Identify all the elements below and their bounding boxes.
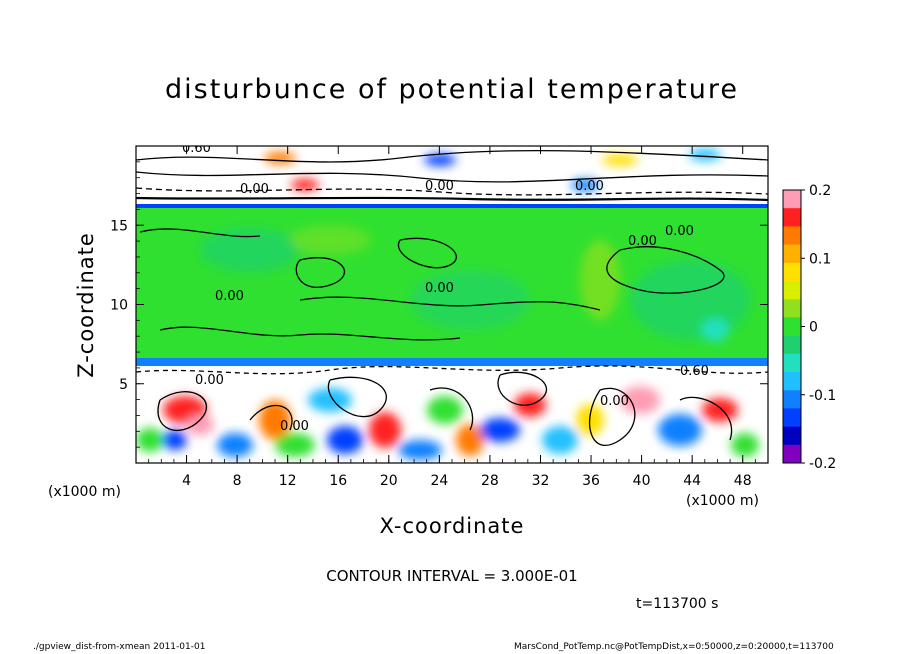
x-tick-label: 36 (582, 473, 600, 489)
x-unit-label-right: (x1000 m) (686, 493, 759, 509)
x-tick-label: 28 (481, 473, 499, 489)
colorbar-tick-label: 0 (809, 320, 818, 336)
contour-label: 0.00 (425, 179, 454, 194)
x-tick-label: 40 (633, 473, 651, 489)
colorbar-swatch (783, 408, 801, 428)
x-tick-label: 32 (532, 473, 550, 489)
colorbar-swatch (783, 353, 801, 373)
colorbar-tick-label: -0.1 (809, 388, 836, 404)
colorbar-swatch (783, 208, 801, 227)
x-ticks: 4 8 12 16 20 24 28 32 36 40 44 48 (148, 146, 756, 489)
contour-lines (136, 149, 768, 447)
x-tick-label: 24 (430, 473, 448, 489)
contour-label: 0.00 (575, 179, 604, 194)
contour-label: 0.60 (182, 141, 211, 156)
x-tick-label: 12 (279, 473, 297, 489)
colorbar-tick-label: -0.2 (809, 456, 836, 472)
colorbar-swatch (783, 244, 801, 264)
x-axis-label: X-coordinate (379, 514, 525, 538)
colorbar-swatch (783, 426, 801, 446)
colorbar-swatch (783, 262, 801, 282)
colorbar-swatch (783, 390, 801, 409)
x-tick-label: 4 (182, 473, 191, 489)
y-tick-label: 10 (110, 298, 128, 314)
x-tick-label: 44 (683, 473, 701, 489)
x-unit-label-left: (x1000 m) (48, 484, 121, 500)
contour-label: 0.00 (425, 281, 454, 296)
colorbar-swatch (783, 317, 801, 337)
lower-layer-blobs (136, 386, 759, 460)
contour-label: 0.00 (215, 289, 244, 304)
colorbar-swatch (783, 190, 801, 209)
upper-boundary-strip (136, 204, 768, 208)
colorbar-swatch (783, 281, 801, 300)
y-ticks: 5 10 15 (110, 161, 768, 448)
chart-title: disturbunce of potential temperature (165, 74, 739, 105)
plot-area: 0.60 0.00 0.00 0.00 0.00 0.00 0.00 0.00 … (136, 141, 768, 463)
colorbar-swatch (783, 299, 801, 318)
x-tick-label: 16 (329, 473, 347, 489)
upper-layer-blobs (264, 149, 721, 191)
x-tick-label: 20 (380, 473, 398, 489)
contour-label: 0.00 (600, 394, 629, 409)
contour-interval-text: CONTOUR INTERVAL = 3.000E-01 (326, 567, 578, 585)
contour-label: 0.00 (665, 224, 694, 239)
y-tick-label: 5 (119, 377, 128, 393)
contour-label-group: 0.60 0.00 0.00 0.00 0.00 0.00 0.00 0.00 … (182, 141, 709, 434)
colorbar-tick-label: 0.2 (809, 183, 831, 199)
contour-label: 0.00 (280, 419, 309, 434)
footer-left: ./gpview_dist-from-xmean 2011-01-01 (33, 642, 206, 652)
colorbar-swatch (783, 335, 801, 355)
time-text: t=113700 s (636, 596, 719, 612)
contour-label: 0.00 (628, 234, 657, 249)
x-tick-label: 8 (233, 473, 242, 489)
colorbar-tick-label: 0.1 (809, 251, 831, 267)
y-tick-label: 15 (110, 218, 128, 234)
contour-label: 0.60 (680, 364, 709, 379)
colorbar: 0.2 0.1 0 -0.1 -0.2 (782, 183, 836, 472)
contour-label: 0.00 (195, 373, 224, 388)
x-tick-label: 48 (734, 473, 752, 489)
footer-right: MarsCond_PotTemp.nc@PotTempDist,x=0:5000… (514, 642, 834, 652)
colorbar-swatch (783, 226, 801, 246)
lower-boundary-strip (136, 358, 768, 366)
colorbar-swatch (783, 372, 801, 391)
contour-label: 0.00 (240, 182, 269, 197)
colorbar-swatch (783, 444, 801, 464)
middle-layer-blobs (200, 225, 750, 342)
